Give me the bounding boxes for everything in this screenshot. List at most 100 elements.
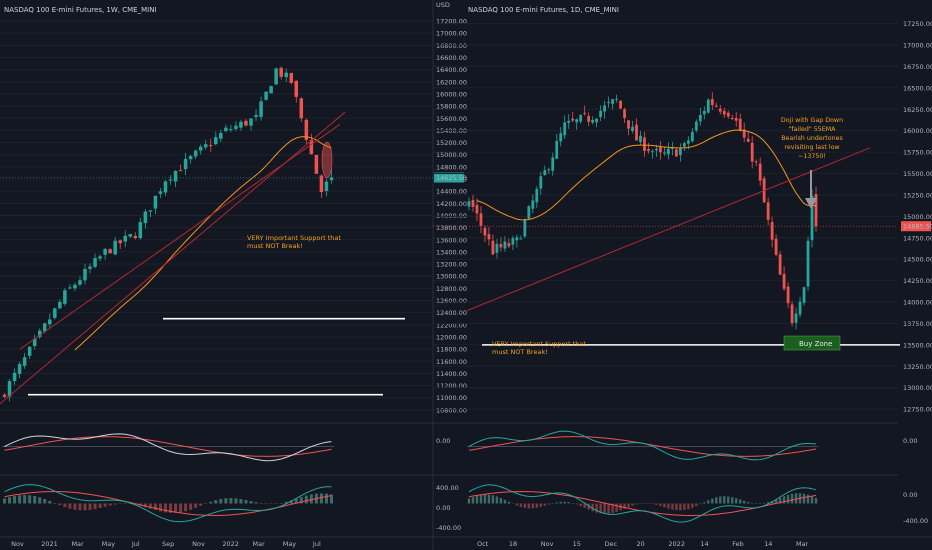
candle-body [108,249,112,254]
histogram-bar [503,499,507,504]
histogram-bar [475,495,479,504]
histogram-bar [143,503,147,508]
histogram-bar [48,500,52,504]
candle-body [7,381,12,397]
candle-body [229,128,233,130]
candle-body [153,195,158,209]
histogram-bar [687,503,690,510]
histogram-bar [58,503,62,506]
histogram-bar [229,498,233,504]
candle-body [635,124,638,141]
last-price-label: 14885.50 [903,223,932,231]
histogram-bar [329,494,333,504]
histogram-bar [567,502,570,504]
histogram-bar [83,503,87,511]
candle-body [758,163,762,181]
candle-body [615,98,618,100]
macd-line [4,433,332,462]
candle-body [515,237,519,241]
time-tick-label: Jul [131,540,140,548]
candle-body [319,175,324,193]
histogram-bar [794,493,798,504]
histogram-bar [259,503,263,504]
macd-line [468,430,817,461]
oscillator-tick-label: 0.00 [436,437,450,445]
candle-body [467,201,471,207]
trend-line [19,123,341,350]
histogram-bar [249,501,253,504]
histogram-bar [483,494,487,504]
time-tick-label: 2022 [668,540,685,548]
histogram-bar [38,497,42,504]
histogram-bar [467,498,471,504]
candle-body [68,287,72,289]
candle-body [810,195,814,241]
histogram-bar [53,503,57,504]
price-tick-label: 17000.00 [436,30,467,38]
candle-body [702,110,706,115]
candle-body [203,144,208,148]
candle-body [12,372,17,381]
candle-body [249,118,253,126]
histogram-bar [762,503,766,504]
histogram-bar [88,503,92,510]
candle-body [123,235,128,242]
candle-body [754,161,758,163]
candle-body [88,266,92,269]
histogram-bar [599,503,602,514]
candle-body [543,170,547,176]
candle-body [643,137,646,151]
oscillator-tick-label: 0.00 [903,491,917,499]
price-tick-label: 14000.00 [903,299,932,307]
candle-body [627,120,630,129]
price-tick-label: 16500.00 [903,84,932,92]
candle-body [623,109,626,118]
histogram-bar [479,495,483,504]
candle-body [667,148,670,155]
histogram-bar [324,493,328,504]
price-tick-label: 13500.00 [903,341,932,349]
histogram-bar [153,503,157,511]
histogram-bar [739,499,742,504]
candle-body [523,219,527,237]
candle-body [734,118,738,121]
histogram-bar [703,502,706,504]
histogram-bar [559,501,562,504]
price-tick-label: 13400.00 [436,248,467,256]
doji-note-line: Bearish undertones [781,135,843,142]
histogram-bar [98,503,102,508]
highlight-ellipse [321,141,333,179]
histogram-bar [93,503,97,510]
histogram-bar [279,502,283,504]
candle-body [782,273,786,289]
last-price-label: 14625.50 [436,174,467,182]
price-tick-label: 11400.00 [436,370,467,378]
histogram-bar [214,500,218,504]
time-tick-label: Mar [253,540,266,548]
time-tick-label: 15 [573,540,581,548]
histogram-bar [179,503,183,513]
candle-body [591,119,595,123]
candle-body [539,176,543,189]
histogram-bar [643,503,646,504]
histogram-bar [683,503,686,510]
candle-body [535,188,539,203]
candle-body [726,112,730,117]
candle-body [587,116,591,122]
histogram-bar [209,501,213,504]
candle-body [694,121,698,131]
last-price-tag [901,221,931,232]
histogram-bar [18,495,22,504]
histogram-bar [194,503,198,508]
candle-body [299,98,304,119]
histogram-bar [774,499,778,504]
candle-body [663,152,666,154]
histogram-bar [555,502,558,504]
candle-body [511,238,515,245]
histogram-bar [234,498,238,504]
candle-body [304,119,309,140]
histogram-bar [691,503,694,508]
histogram-bar [299,497,303,504]
candle-body [138,222,143,239]
histogram-bar [571,503,574,504]
